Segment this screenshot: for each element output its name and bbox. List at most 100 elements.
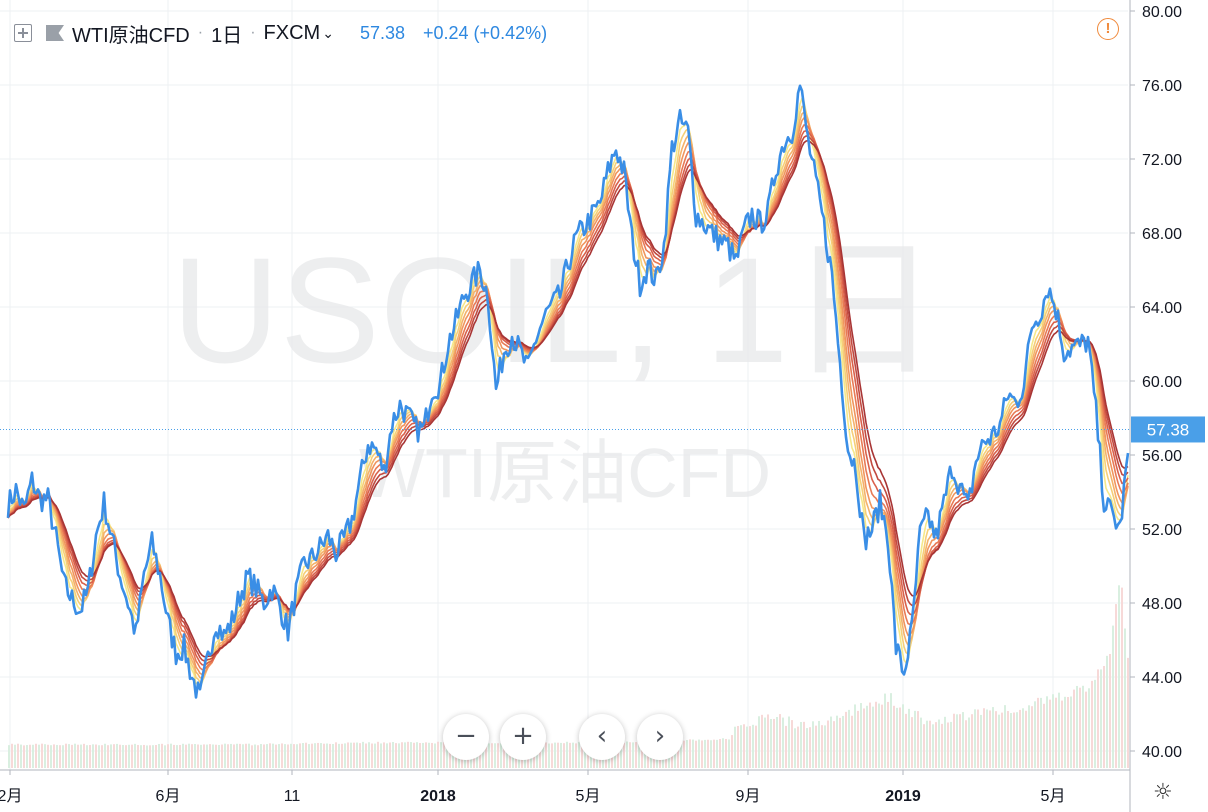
- price-axis[interactable]: 80.00 76.00 72.00 68.00 64.00 60.00 56.00 52.00…: [1129, 0, 1182, 812]
- volume-bar: [962, 712, 964, 768]
- volume-bar: [1001, 712, 1003, 768]
- volume-bar: [809, 727, 811, 768]
- volume-bar: [311, 743, 313, 768]
- time-axis[interactable]: 2月 6月 11 2018 5月 9月 2019 5月: [0, 769, 1130, 805]
- volume-bar: [1073, 689, 1075, 768]
- volume-bar: [425, 742, 427, 768]
- volume-bar: [629, 742, 631, 768]
- volume-bar: [341, 743, 343, 768]
- volume-bar: [950, 721, 952, 768]
- volume-bar: [1049, 699, 1051, 768]
- exchange-label[interactable]: FXCM: [263, 21, 321, 44]
- volume-bar: [11, 743, 13, 768]
- scroll-right-button[interactable]: ›: [637, 714, 683, 760]
- volume-bar: [1025, 710, 1027, 768]
- volume-bar: [974, 709, 976, 768]
- volume-bar: [1037, 697, 1039, 768]
- price-series[interactable]: [6, 84, 1130, 699]
- volume-bar: [920, 717, 922, 768]
- volume-bar: [89, 744, 91, 768]
- volume-bar: [164, 745, 166, 768]
- ema-line: [7, 124, 1129, 671]
- volume-bar: [632, 742, 634, 768]
- volume-bar: [1004, 705, 1006, 768]
- volume-bar: [1124, 628, 1126, 768]
- volume-bar: [191, 744, 193, 768]
- volume-bar: [584, 742, 586, 768]
- volume-bar: [551, 743, 553, 768]
- chevron-down-icon[interactable]: ⌄: [322, 24, 334, 41]
- volume-bar: [770, 718, 772, 768]
- volume-bar: [203, 744, 205, 768]
- volume-bar: [1100, 669, 1102, 768]
- y-tick-label: 80.00: [1142, 4, 1182, 21]
- volume-bar: [287, 744, 289, 768]
- volume-bar: [536, 743, 538, 768]
- symbol-name[interactable]: WTI原油CFD: [72, 24, 190, 47]
- volume-bar: [980, 714, 982, 768]
- volume-bar: [791, 720, 793, 768]
- volume-bar: [170, 743, 172, 768]
- x-tick-label: 2019: [885, 788, 921, 805]
- volume-bar: [437, 741, 439, 768]
- settings-icon[interactable]: ☼: [1153, 780, 1173, 805]
- volume-bar: [1010, 713, 1012, 768]
- volume-bar: [413, 742, 415, 768]
- zoom-in-button[interactable]: +: [500, 714, 546, 760]
- volume-bar: [731, 735, 733, 768]
- volume-bar: [239, 743, 241, 768]
- zoom-out-button[interactable]: −: [443, 714, 489, 760]
- volume-bar: [986, 709, 988, 768]
- volume-bar: [281, 743, 283, 768]
- x-tick-label: 5月: [1041, 788, 1066, 805]
- volume-bar: [737, 725, 739, 768]
- y-tick-label: 60.00: [1142, 374, 1182, 391]
- warning-icon[interactable]: !: [1097, 18, 1119, 40]
- scroll-left-button[interactable]: ‹: [579, 714, 625, 760]
- volume-bar: [272, 743, 274, 768]
- volume-bar: [17, 743, 19, 768]
- volume-bar: [752, 724, 754, 768]
- volume-bar: [683, 740, 685, 768]
- volume-bar: [443, 742, 445, 768]
- volume-bar: [35, 743, 37, 768]
- volume-bar: [224, 743, 226, 768]
- volume-bar: [1115, 604, 1117, 768]
- volume-bar: [1094, 679, 1096, 768]
- x-tick-label: 2018: [420, 788, 456, 805]
- ema-line: [7, 105, 1129, 683]
- volume-bar: [704, 739, 706, 768]
- volume-bar: [494, 743, 496, 768]
- volume-bar: [269, 743, 271, 768]
- volume-bar: [215, 744, 217, 768]
- volume-bar: [854, 704, 856, 768]
- interval-label[interactable]: 1日: [211, 24, 243, 47]
- volume-bar: [815, 725, 817, 768]
- volume-bar: [134, 743, 136, 768]
- price-line[interactable]: [6, 84, 1130, 699]
- volume-bar: [53, 744, 55, 768]
- volume-bar: [1097, 669, 1099, 768]
- volume-bar: [254, 744, 256, 768]
- volume-bar: [44, 744, 46, 768]
- volume-bar: [716, 739, 718, 768]
- volume-bar: [275, 744, 277, 768]
- volume-bar: [299, 743, 301, 768]
- volume-bar: [26, 745, 28, 768]
- add-compare-icon[interactable]: [14, 24, 32, 42]
- volume-bar: [959, 714, 961, 768]
- volume-bar: [1085, 691, 1087, 768]
- volume-bar: [47, 744, 49, 768]
- volume-bar: [14, 744, 16, 768]
- price-change: +0.24 (+0.42%): [423, 22, 548, 43]
- volume-bar: [446, 741, 448, 768]
- watermark-name: WTI原油CFD: [359, 434, 771, 512]
- volume-bar: [383, 742, 385, 768]
- volume-bar: [680, 740, 682, 768]
- volume-bar: [713, 739, 715, 768]
- volume-bar: [50, 745, 52, 768]
- volume-bar: [572, 742, 574, 768]
- volume-bar: [194, 744, 196, 768]
- volume-bar: [416, 742, 418, 768]
